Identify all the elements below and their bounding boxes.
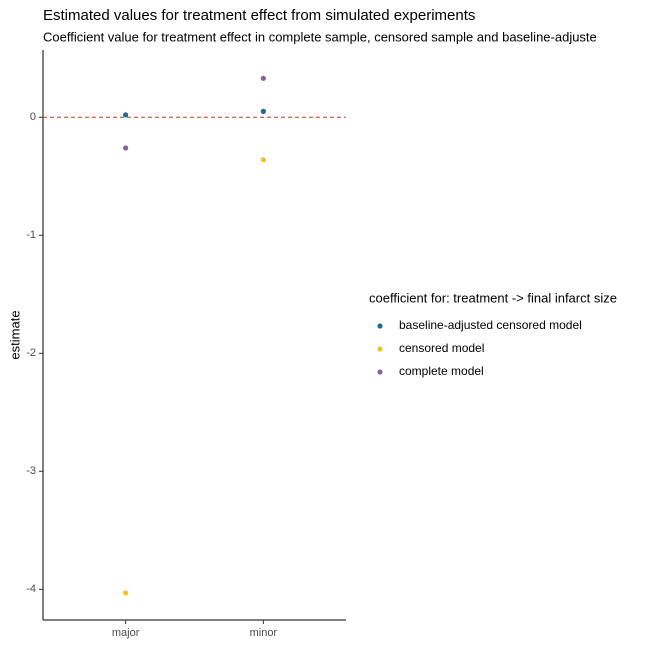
point [260, 157, 266, 163]
legend-label: complete model [399, 364, 484, 378]
x-tick-label: major [112, 627, 140, 639]
y-tick-label: -1 [26, 229, 36, 241]
point [123, 112, 129, 118]
legend-swatch [377, 346, 383, 352]
point [260, 75, 266, 81]
y-axis-label: estimate [7, 310, 22, 359]
legend-swatch [377, 369, 383, 375]
y-tick-label: -4 [26, 583, 36, 595]
point [123, 145, 129, 151]
y-tick-label: -2 [26, 347, 36, 359]
legend-swatch [377, 323, 383, 329]
legend-title: coefficient for: treatment -> final infa… [369, 290, 617, 305]
chart-subtitle: Coefficient value for treatment effect i… [43, 29, 597, 44]
y-tick-label: -3 [26, 465, 36, 477]
y-tick-label: 0 [30, 111, 36, 123]
point [260, 108, 266, 114]
x-tick-label: minor [250, 627, 278, 639]
point [123, 590, 129, 596]
legend-label: baseline-adjusted censored model [399, 318, 582, 332]
legend-label: censored model [399, 341, 484, 355]
chart-title: Estimated values for treatment effect fr… [43, 7, 475, 24]
